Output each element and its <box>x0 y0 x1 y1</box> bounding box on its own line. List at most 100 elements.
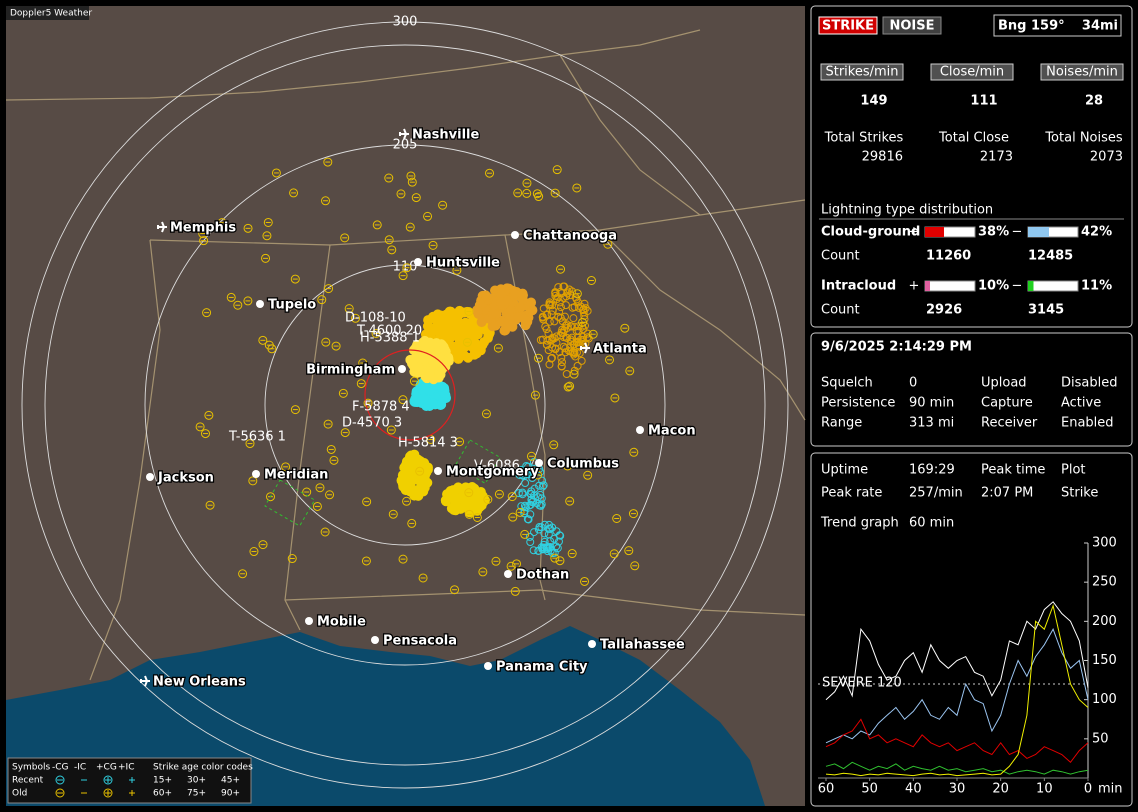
distance: 34mi <box>1082 19 1118 34</box>
border <box>89 239 161 681</box>
strike <box>536 490 545 499</box>
strike <box>545 317 554 326</box>
strike <box>535 501 544 510</box>
strike-old <box>609 549 619 559</box>
strike <box>527 305 538 316</box>
border <box>149 199 806 246</box>
strike-old <box>507 492 517 502</box>
strike <box>568 333 577 342</box>
strike <box>566 321 575 330</box>
strike-old <box>455 437 465 447</box>
strike-old <box>371 329 381 339</box>
border <box>5 29 701 101</box>
strike <box>513 312 524 323</box>
dist-bar <box>925 227 944 237</box>
rate-head: Close/min <box>940 65 1004 80</box>
strike-old <box>363 398 373 408</box>
strike-old <box>532 189 542 199</box>
strike-old <box>199 236 209 246</box>
trend-line <box>825 628 1089 744</box>
city-dot <box>146 473 154 481</box>
total-head: Total Noises <box>1044 131 1123 146</box>
strike <box>542 545 551 554</box>
strike <box>576 335 585 344</box>
strike-old <box>388 509 398 519</box>
strike-old <box>320 527 330 537</box>
strike <box>575 303 584 312</box>
city-label: Dothan <box>516 568 569 583</box>
stats-text: Trend graph <box>820 516 899 531</box>
strike-old <box>312 501 322 511</box>
city-dot <box>252 470 260 478</box>
city-label: Nashville <box>412 128 479 143</box>
x-tick-label: 60 <box>818 782 835 797</box>
window-title: Doppler5 Weather <box>10 9 92 19</box>
status-text: 90 min <box>909 396 954 411</box>
status-text: Squelch <box>821 376 873 391</box>
strike <box>445 332 456 343</box>
strike <box>496 288 507 299</box>
y-tick-label: 300 <box>1092 536 1117 551</box>
strike-old <box>569 369 579 379</box>
strike-old <box>522 178 532 188</box>
strike <box>416 468 427 479</box>
trend-line <box>825 718 1089 764</box>
city-dot <box>636 426 644 434</box>
strike <box>415 353 426 364</box>
city-label: Mobile <box>317 615 366 630</box>
city-label: Columbus <box>547 457 619 472</box>
y-tick-label: 100 <box>1092 692 1117 707</box>
strike-old <box>491 556 501 566</box>
stats-text: 60 min <box>909 516 954 531</box>
y-tick-label: 50 <box>1092 731 1109 746</box>
strike <box>545 360 554 369</box>
noise-button[interactable] <box>882 16 942 35</box>
strike-old <box>510 586 520 596</box>
strike <box>557 362 566 371</box>
legend-text: Recent <box>12 776 44 786</box>
count-label: Count <box>821 303 860 318</box>
strike-old <box>340 233 350 243</box>
strike <box>551 291 560 300</box>
strike <box>469 349 480 360</box>
city-dot <box>434 467 442 475</box>
dist-percent: 10% <box>978 279 1009 294</box>
city-label: Pensacola <box>383 634 457 649</box>
strike-old <box>464 306 474 316</box>
age-code: 30+ <box>187 776 206 786</box>
strike <box>534 546 543 555</box>
strike-old <box>462 337 472 347</box>
threshold-label: SEVERE 120 <box>822 676 902 691</box>
ring-label: 110 <box>393 260 418 275</box>
city-label: Chattanooga <box>523 229 617 244</box>
strike <box>424 385 435 396</box>
strike-old <box>361 556 371 566</box>
city-label: Tallahassee <box>600 638 685 653</box>
strike-old <box>323 419 333 429</box>
strike-old <box>603 239 613 249</box>
city-dot <box>256 300 264 308</box>
city-label: Jackson <box>157 471 214 486</box>
dist-bar-track <box>1027 280 1079 292</box>
age-code: 45+ <box>221 776 240 786</box>
legend-symbol <box>55 788 65 798</box>
strike-old <box>238 569 248 579</box>
strike <box>409 490 420 501</box>
status-text: Enabled <box>1061 416 1114 431</box>
strike-old <box>513 188 523 198</box>
strike <box>515 302 526 313</box>
strike <box>556 313 565 322</box>
city-label: Macon <box>648 424 696 439</box>
strike-old <box>628 509 638 519</box>
strike <box>443 356 454 367</box>
strike <box>526 538 535 547</box>
strike <box>544 524 553 533</box>
strike <box>547 310 556 319</box>
strike-old <box>321 196 331 206</box>
strike-old <box>271 168 281 178</box>
strike-button[interactable] <box>818 16 878 35</box>
legend-symbol <box>103 788 113 798</box>
strike-old <box>358 358 368 368</box>
strike <box>514 489 523 498</box>
